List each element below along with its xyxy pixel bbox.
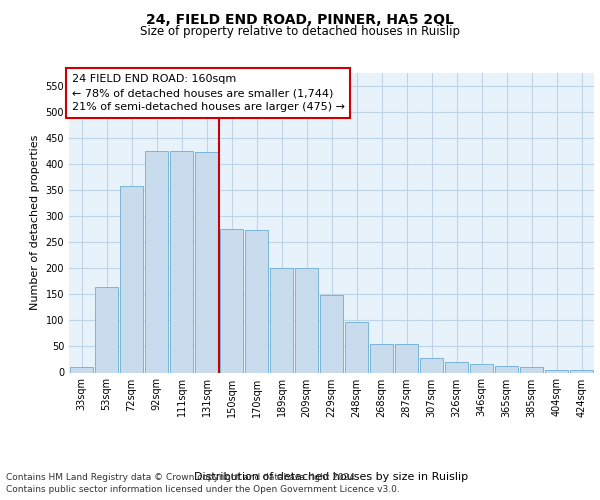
Bar <box>70 368 93 372</box>
Bar <box>495 366 518 372</box>
Bar <box>195 152 218 372</box>
Bar <box>295 268 318 372</box>
Bar <box>395 344 418 372</box>
Text: 24, FIELD END ROAD, PINNER, HA5 2QL: 24, FIELD END ROAD, PINNER, HA5 2QL <box>146 12 454 26</box>
Bar <box>445 362 468 372</box>
Y-axis label: Number of detached properties: Number of detached properties <box>30 135 40 310</box>
Bar <box>470 364 493 372</box>
Bar <box>545 370 568 372</box>
Text: 24 FIELD END ROAD: 160sqm
← 78% of detached houses are smaller (1,744)
21% of se: 24 FIELD END ROAD: 160sqm ← 78% of detac… <box>71 74 344 112</box>
Bar <box>370 344 393 372</box>
Text: Contains public sector information licensed under the Open Government Licence v3: Contains public sector information licen… <box>6 485 400 494</box>
Bar <box>570 370 593 372</box>
Bar <box>270 268 293 372</box>
Bar <box>345 322 368 372</box>
Bar <box>170 152 193 372</box>
Bar <box>220 229 243 372</box>
Bar <box>245 230 268 372</box>
Text: Contains HM Land Registry data © Crown copyright and database right 2024.: Contains HM Land Registry data © Crown c… <box>6 472 358 482</box>
Bar <box>145 151 168 372</box>
Bar <box>120 186 143 372</box>
Bar <box>420 358 443 372</box>
Text: Size of property relative to detached houses in Ruislip: Size of property relative to detached ho… <box>140 25 460 38</box>
Bar <box>520 367 543 372</box>
X-axis label: Distribution of detached houses by size in Ruislip: Distribution of detached houses by size … <box>194 472 469 482</box>
Bar <box>95 288 118 372</box>
Bar <box>320 296 343 372</box>
